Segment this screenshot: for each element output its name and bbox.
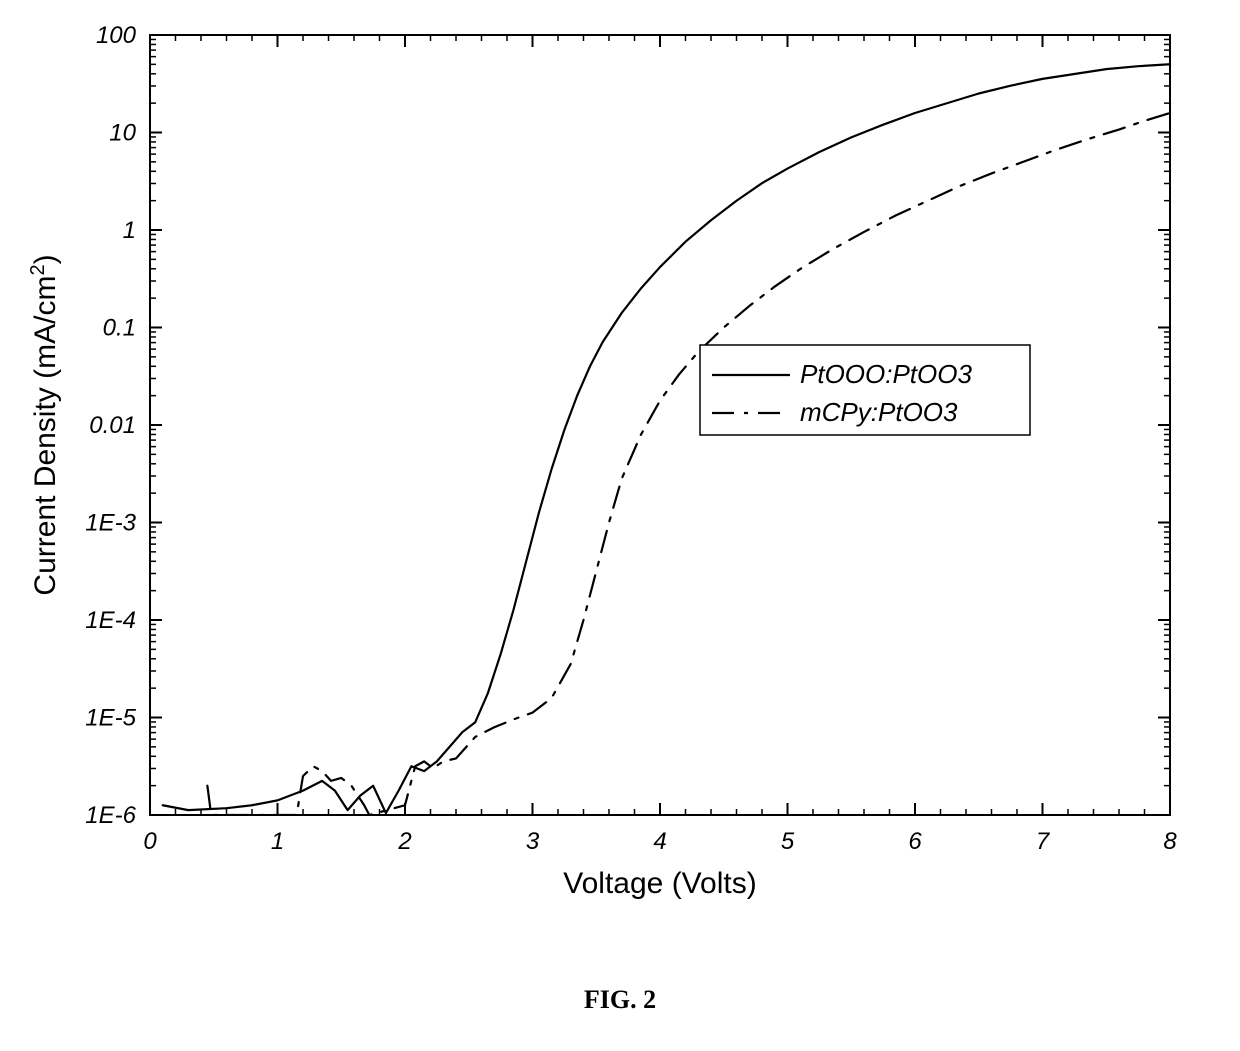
x-tick-label: 0 (143, 828, 157, 855)
y-axis-label: Current Density (mA/cm2) (27, 254, 62, 595)
figure-caption: FIG. 2 (0, 985, 1240, 1015)
y-tick-label: 1E-6 (85, 802, 136, 829)
y-tick-label: 1E-5 (85, 705, 136, 732)
figure-container: 0 1 2 3 4 5 6 7 8 1E-6 1E-5 1E-4 1E-3 0.01 0.1 1 10 100 Vo… (0, 0, 1240, 1051)
legend-label: mCPy:PtOO3 (800, 397, 958, 427)
x-tick-label: 7 (1036, 828, 1051, 855)
y-tick-label: 1E-3 (85, 510, 136, 537)
x-tick-label: 3 (526, 828, 540, 855)
y-tick-label: 0.01 (89, 412, 136, 439)
x-axis-label: Voltage (Volts) (563, 867, 756, 900)
x-tick-label: 8 (1163, 828, 1177, 855)
x-tick-label: 2 (397, 828, 411, 855)
legend-label: PtOOO:PtOO3 (800, 359, 972, 389)
y-tick-label: 100 (96, 22, 137, 49)
series-mCPy:PtOO3 (207, 113, 1170, 815)
x-tick-label: 4 (653, 828, 666, 855)
series-PtOOO:PtOO3 (163, 64, 1170, 813)
x-tick-label: 6 (908, 828, 922, 855)
y-tick-label: 0.1 (103, 315, 136, 342)
x-tick-label: 1 (271, 828, 284, 855)
x-tick-label: 5 (781, 828, 795, 855)
y-tick-label: 10 (109, 120, 136, 147)
y-tick-label: 1 (123, 217, 136, 244)
y-tick-label: 1E-4 (85, 607, 136, 634)
jv-chart: 0 1 2 3 4 5 6 7 8 1E-6 1E-5 1E-4 1E-3 0.01 0.1 1 10 100 Vo… (0, 0, 1240, 920)
